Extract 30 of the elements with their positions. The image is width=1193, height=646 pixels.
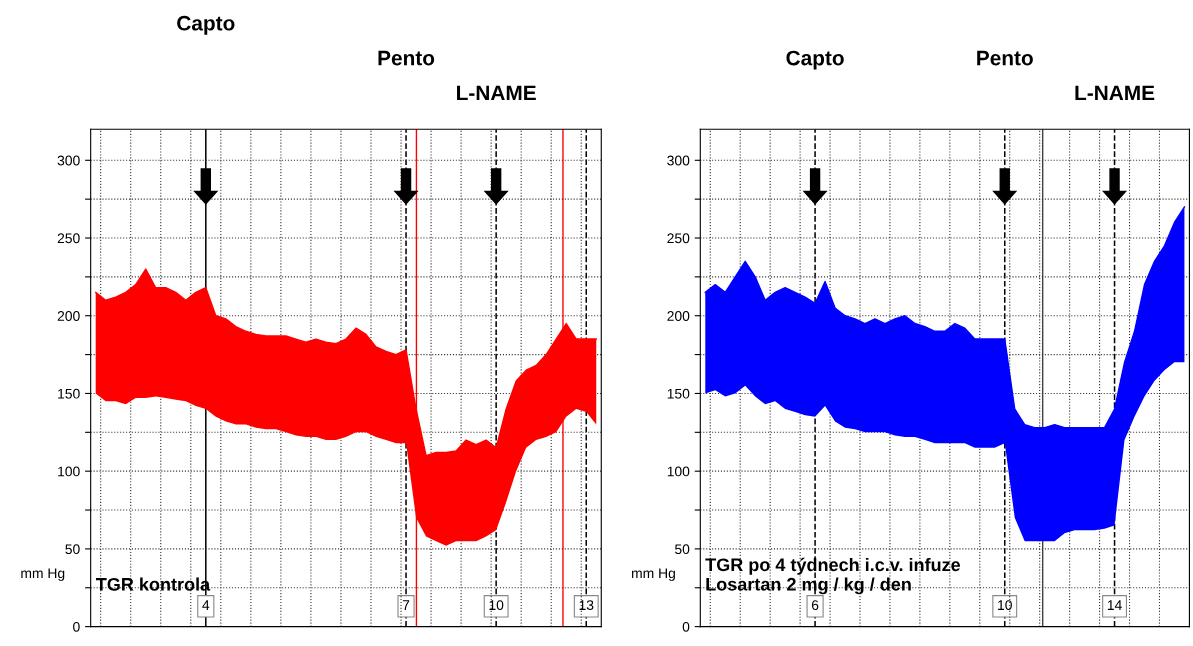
- x-tick-label: 10: [998, 600, 1012, 611]
- x-tick-label: 7: [402, 600, 410, 610]
- text: Pento: [977, 50, 1033, 66]
- text: Capto: [177, 15, 235, 35]
- y-tick-label: 0: [73, 621, 80, 632]
- y-tick-label: 100: [667, 466, 690, 477]
- y-tick-label: 250: [57, 233, 80, 244]
- y-tick-label: 50: [674, 544, 690, 555]
- y-tick-label: 300: [57, 155, 80, 166]
- y-tick-label: 250: [667, 233, 690, 244]
- y-tick-label: 50: [65, 544, 80, 555]
- x-tick-label: 13: [579, 600, 594, 611]
- x-tick-label: 14: [1107, 600, 1122, 610]
- y-tick-label: 150: [58, 388, 80, 399]
- x-tick-label: 6: [811, 600, 819, 611]
- y-tick-label: 300: [667, 155, 690, 166]
- text: L-NAME: [457, 85, 536, 101]
- y-axis-title: mm Hg: [632, 568, 675, 581]
- text: L-NAME: [1075, 85, 1155, 101]
- y-tick-label: 0: [682, 621, 690, 632]
- annotation: TGR po 4 týdnech i.c.v. infuze Losartan 2 mg / kg / den: [705, 557, 961, 595]
- text: Pento: [378, 50, 435, 66]
- text: Capto: [786, 50, 844, 70]
- x-tick-label: 4: [202, 600, 210, 610]
- y-tick-label: 200: [667, 311, 690, 321]
- y-tick-label: 150: [667, 388, 690, 399]
- y-tick-label: 100: [58, 466, 80, 477]
- y-tick-label: 200: [57, 311, 80, 321]
- y-axis-title: mm Hg: [21, 568, 65, 581]
- x-tick-label: 10: [489, 600, 504, 611]
